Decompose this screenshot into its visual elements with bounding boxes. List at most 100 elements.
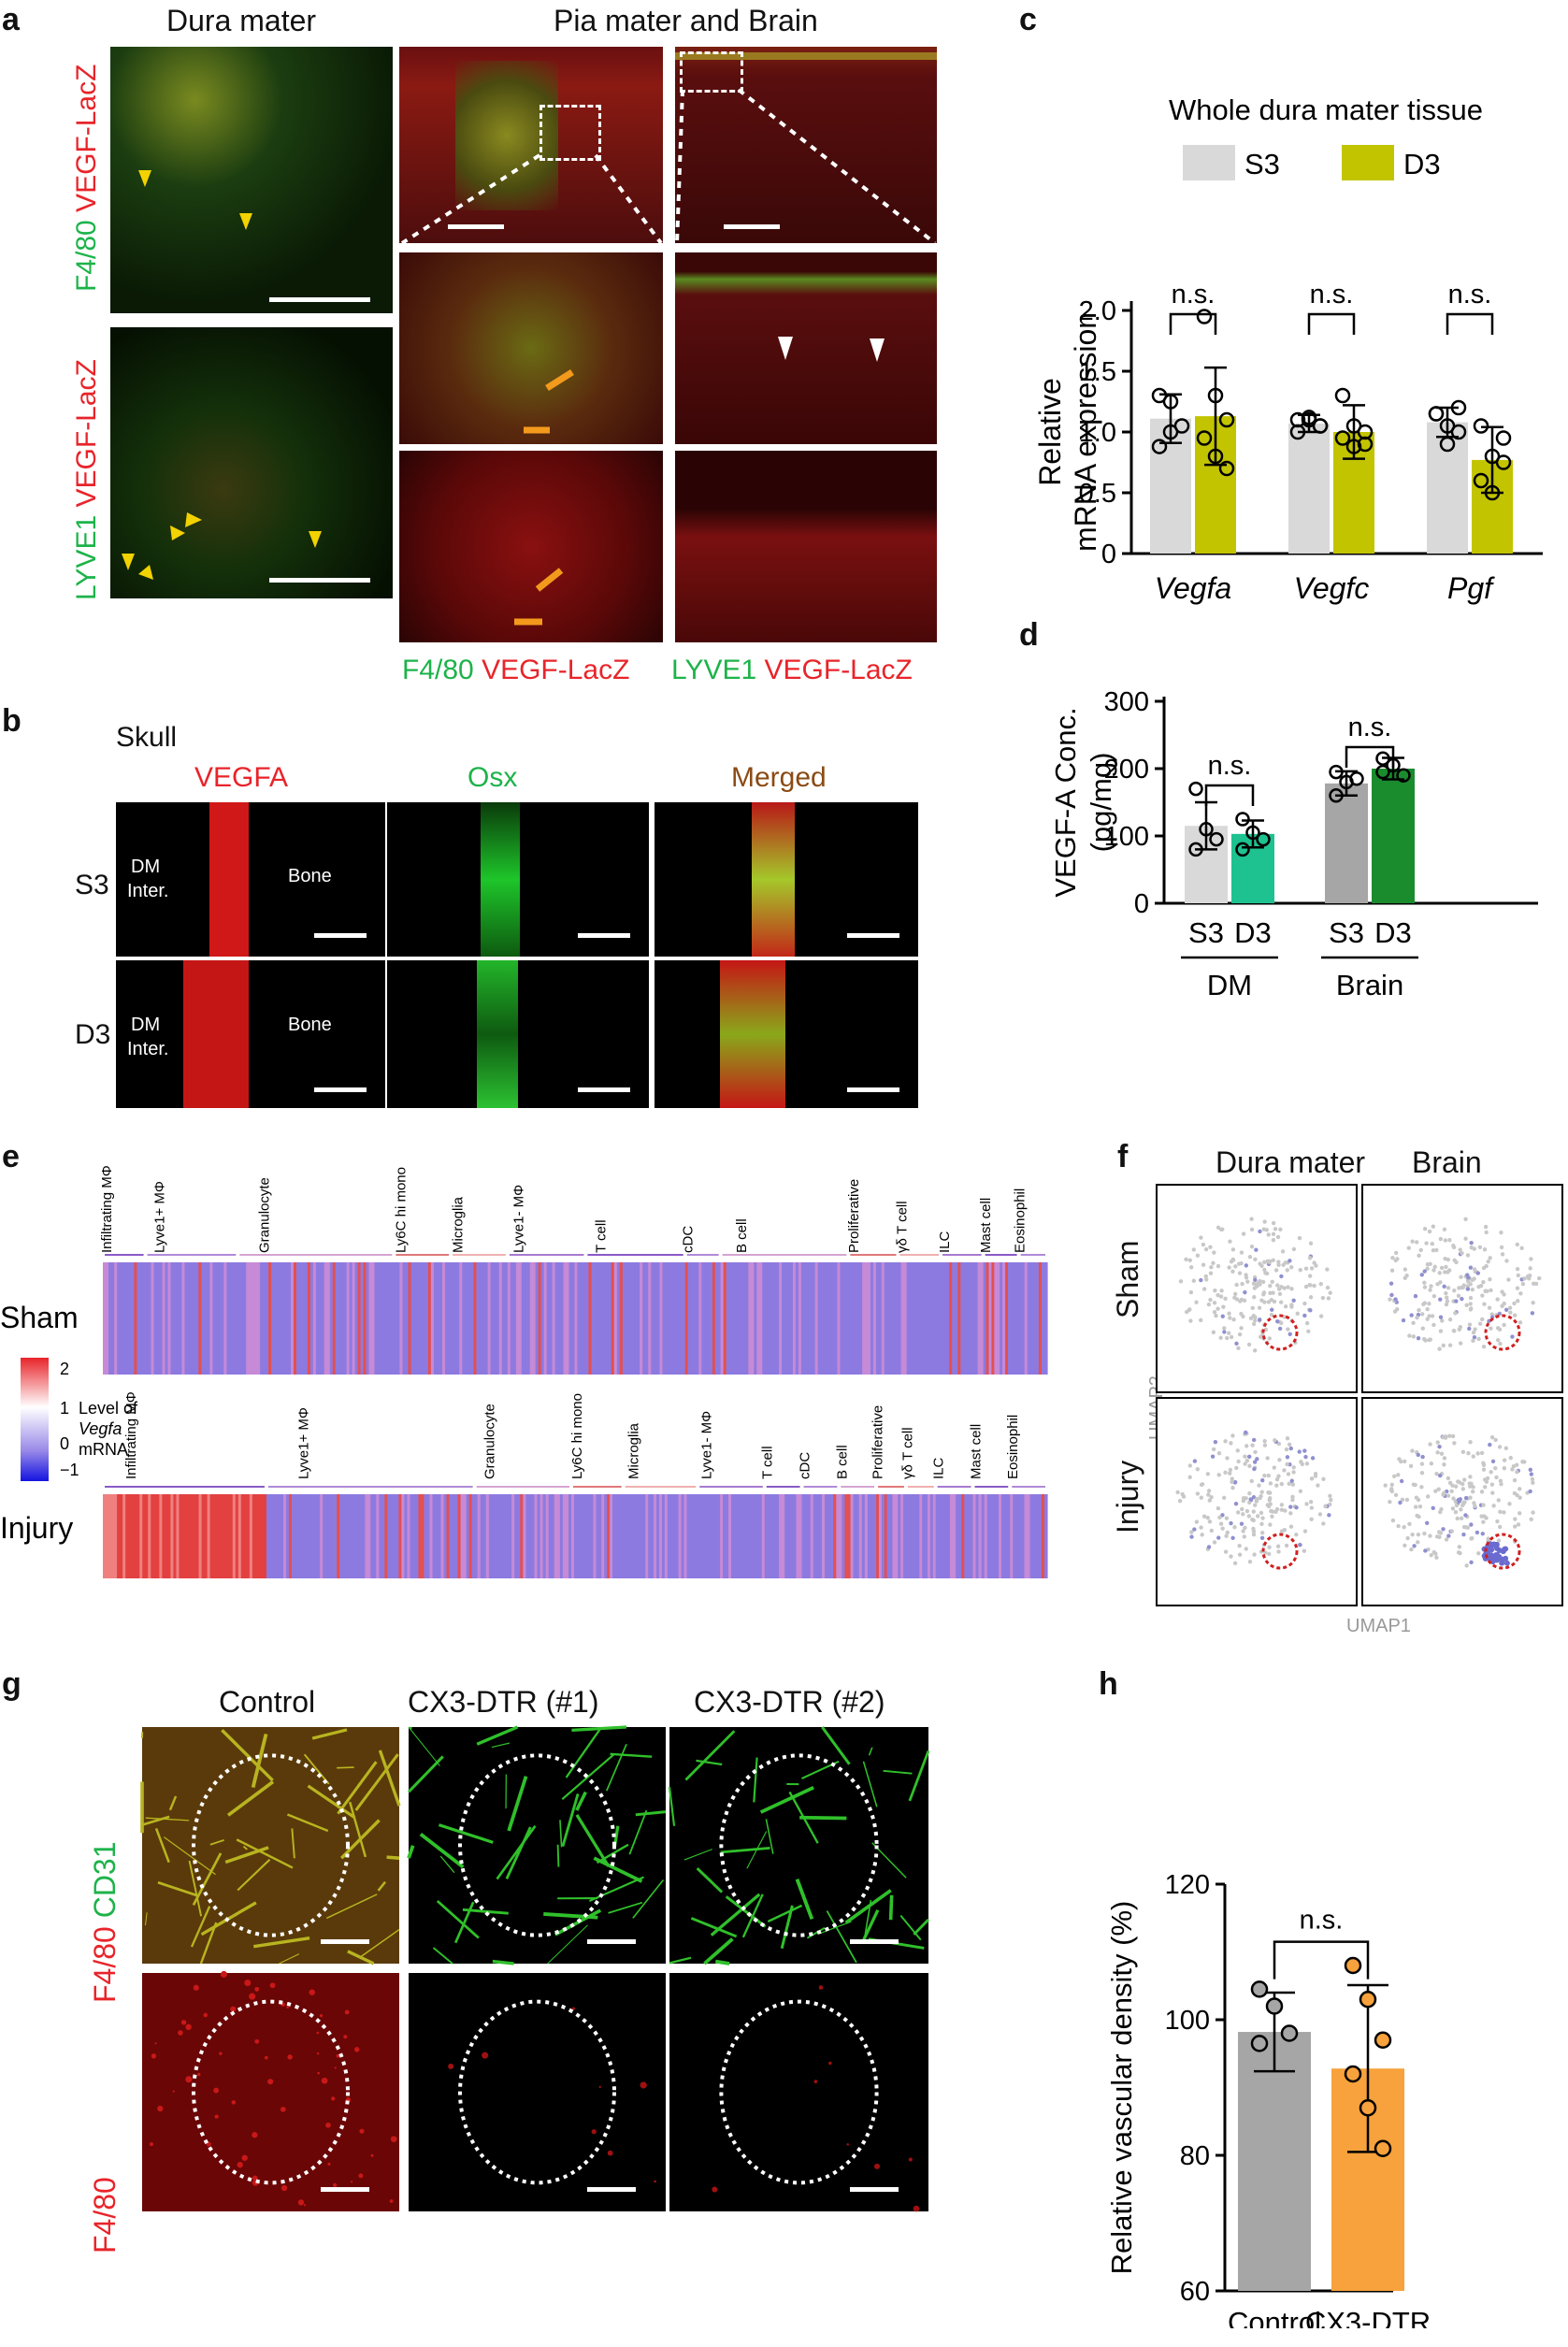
heatmap-cell [665,1262,669,1375]
umap-point [1258,1261,1262,1266]
heatmap-cell [588,1262,593,1375]
umap-point [1237,1332,1243,1337]
data-point [1359,1991,1377,2009]
umap-point [1248,1316,1254,1321]
umap-point [1480,1293,1485,1298]
heatmap-cell [500,1494,504,1578]
heatmap-cell [662,1262,667,1375]
umap-point [1469,1481,1474,1487]
heatmap-cell [114,1262,118,1375]
heatmap-cell [517,1494,521,1578]
heatmap-cell [787,1494,791,1578]
umap-point [1480,1532,1485,1536]
umap-point [1231,1317,1236,1322]
data-point [1218,411,1235,428]
umap-point [1271,1237,1276,1243]
heatmap-cell [952,1262,956,1375]
heatmap-cell [971,1262,976,1375]
umap-point [1276,1260,1281,1264]
heatmap-cell [847,1494,852,1578]
legend-label: S3 [1244,148,1280,180]
heatmap-cell [754,1262,757,1375]
vessel [224,1846,269,1865]
f-row-injury: Injury [1111,1460,1144,1533]
heatmap-cell [1018,1262,1023,1375]
heatmap-cell [562,1494,567,1578]
umap-point [1489,1470,1493,1475]
umap-point [1427,1229,1432,1234]
heatmap-cell [240,1262,244,1375]
heatmap-cell [412,1494,417,1578]
vessel [669,1956,692,1965]
umap-point [1482,1302,1487,1306]
umap-point [1442,1227,1447,1231]
umap-point [1255,1514,1260,1519]
umap-point [1262,1260,1267,1265]
heatmap-cell [422,1262,426,1375]
heatmap-cell [510,1262,514,1375]
umap-point [1250,1443,1255,1447]
heatmap-cell [637,1494,640,1578]
umap-point [1307,1274,1313,1278]
heatmap-cell [895,1494,899,1578]
arrowhead-marker [138,170,151,187]
heatmap-cell [596,1494,599,1578]
data-point [1329,764,1344,780]
f480-cell [149,2142,153,2147]
heatmap-cell [664,1494,669,1578]
heatmap-cell [399,1262,404,1375]
vessel [844,1889,892,1924]
umap-point [1504,1259,1509,1263]
umap-point [1438,1236,1444,1242]
heatmap-cell [1035,1262,1040,1375]
umap-point [1431,1505,1435,1511]
umap-point [1409,1313,1414,1317]
umap-point [1268,1290,1273,1296]
vessel [439,1855,455,1874]
umap-point [1446,1493,1451,1498]
umap-point [1484,1516,1489,1520]
umap-point [1434,1471,1439,1476]
scale-bar [321,1939,369,1944]
heatmap-cell [840,1262,844,1375]
heatmap-cell [538,1262,542,1375]
f480-cell [230,2006,237,2012]
f480-cell [336,2053,340,2058]
umap-point [1247,1490,1252,1496]
heatmap-cell [432,1494,437,1578]
umap-point [1479,1490,1485,1494]
umap-point [1267,1551,1272,1557]
heatmap-cell [156,1262,161,1375]
vessel [407,1845,415,1859]
heatmap-cell [563,1262,568,1375]
vessel [759,1786,814,1814]
umap-point [1413,1293,1418,1299]
heatmap-cell [984,1494,988,1578]
heatmap-cell [642,1494,646,1578]
umap-point [1268,1259,1273,1264]
vessel [868,1747,873,1756]
umap-point [1303,1284,1309,1289]
heatmap-cell [134,1494,137,1578]
umap-point [1209,1528,1215,1533]
heatmap-cell [457,1494,462,1578]
x-tick-label: S3 [1188,916,1224,949]
highlight-circle [1261,1533,1299,1570]
cluster-label: Microglia [450,1196,466,1253]
umap-point [1420,1454,1425,1460]
heatmap-cell [170,1262,175,1375]
heatmap-cell [131,1494,135,1578]
heatmap-cell [286,1494,290,1578]
heatmap-cell [1021,1262,1026,1375]
x-tick-label: Control [1228,2306,1321,2328]
heatmap-cell [758,1494,763,1578]
heatmap-cell [473,1262,478,1375]
umap-point [1214,1313,1218,1318]
vessel [593,1856,643,1883]
heatmap-cell [654,1494,657,1578]
heatmap-cell [504,1262,509,1375]
umap-point [1284,1447,1289,1452]
heatmap-cell [215,1494,220,1578]
heatmap-cell [911,1494,915,1578]
umap-point [1425,1317,1430,1321]
